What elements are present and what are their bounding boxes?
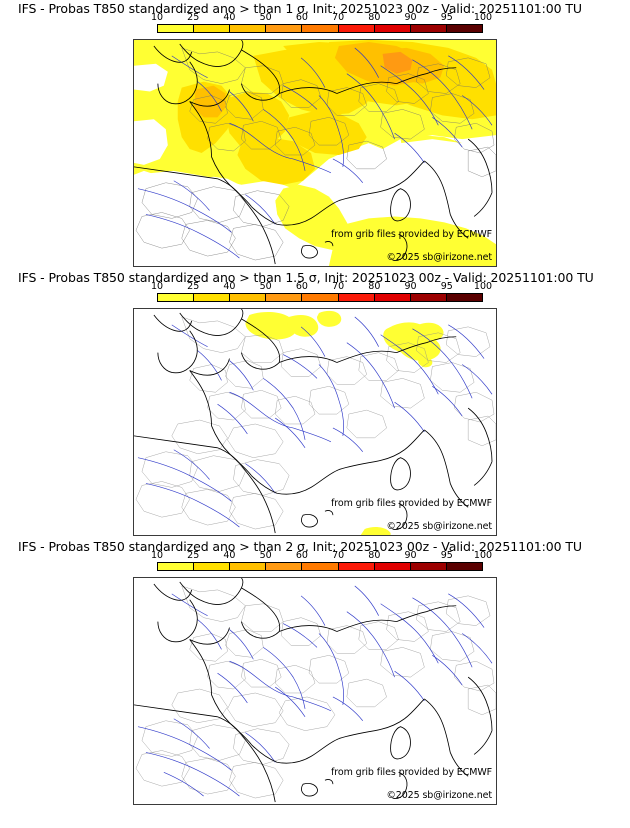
colorbar-tick-50: 50 [259,12,272,23]
forecast-panel-1-sigma: IFS - Probas T850 standardized ano > tha… [0,0,630,267]
colorbar-gradient [157,562,483,571]
colorbar-segment-8 [410,294,447,301]
colorbar-tick-80: 80 [368,12,381,23]
colorbar-segment-1 [158,25,195,32]
colorbar-tick-80: 80 [368,281,381,292]
colorbar-segment-8 [410,25,447,32]
colorbar-tick-40: 40 [223,550,236,561]
colorbar-segment-2 [194,294,231,301]
colorbar-segment-9 [446,25,482,32]
colorbar-segment-6 [338,294,375,301]
colorbar-tick-40: 40 [223,12,236,23]
colorbar-tick-100: 100 [473,281,493,292]
colorbar-segment-2 [194,25,231,32]
colorbar-tick-95: 95 [440,12,453,23]
colorbar-segment-7 [374,294,411,301]
colorbar-tick-100: 100 [473,550,493,561]
colorbar-tick-95: 95 [440,550,453,561]
map-2-sigma[interactable]: from grib files provided by ECMWF ©2025 … [133,577,497,805]
colorbar-segment-2 [194,563,231,570]
map-graphic-3 [134,578,496,804]
ecmwf-credit: from grib files provided by ECMWF [331,498,492,509]
colorbar-tick-95: 95 [440,281,453,292]
colorbar-tick-25: 25 [187,281,200,292]
colorbar-tick-25: 25 [187,12,200,23]
colorbar-tick-90: 90 [404,12,417,23]
colorbar-tick-labels: 10 25 40 50 60 70 80 90 95 100 [151,12,492,23]
colorbar-segment-4 [266,563,303,570]
forecast-panel-1p5-sigma: IFS - Probas T850 standardized ano > tha… [0,269,630,536]
colorbar-tick-60: 60 [295,12,308,23]
map-graphic-2 [134,309,496,535]
colorbar-1: 10 25 40 50 60 70 80 90 95 100 [0,12,630,39]
colorbar-segment-5 [302,294,339,301]
panel-title-row: IFS - Probas T850 standardized ano > tha… [0,538,630,555]
colorbar-tick-labels: 10 25 40 50 60 70 80 90 95 100 [151,281,492,292]
colorbar-tick-60: 60 [295,281,308,292]
ecmwf-credit: from grib files provided by ECMWF [331,767,492,778]
colorbar-tick-70: 70 [332,281,345,292]
colorbar-tick-labels: 10 25 40 50 60 70 80 90 95 100 [151,550,492,561]
colorbar-segment-6 [338,25,375,32]
colorbar-tick-25: 25 [187,550,200,561]
ecmwf-credit: from grib files provided by ECMWF [331,229,492,240]
colorbar-tick-70: 70 [332,550,345,561]
colorbar-tick-10: 10 [150,281,164,292]
colorbar-tick-10: 10 [150,12,164,23]
page-title: IFS - Probas T850 standardized ano > tha… [18,539,582,554]
colorbar-segment-1 [158,294,195,301]
colorbar-2: 10 25 40 50 60 70 80 90 95 100 [0,281,630,308]
colorbar-tick-50: 50 [259,281,272,292]
colorbar-segment-8 [410,563,447,570]
colorbar-tick-40: 40 [223,281,236,292]
colorbar-3: 10 25 40 50 60 70 80 90 95 100 [0,550,630,577]
colorbar-segment-4 [266,294,303,301]
map-1-sigma[interactable]: from grib files provided by ECMWF ©2025 … [133,39,497,267]
map-1p5-sigma[interactable]: from grib files provided by ECMWF ©2025 … [133,308,497,536]
colorbar-tick-90: 90 [404,550,417,561]
colorbar-tick-90: 90 [404,281,417,292]
colorbar-tick-70: 70 [332,12,345,23]
colorbar-gradient [157,293,483,302]
colorbar-segment-3 [230,294,267,301]
colorbar-segment-5 [302,563,339,570]
colorbar-segment-3 [230,25,267,32]
copyright-credit: ©2025 sb@irizone.net [386,521,492,532]
colorbar-tick-60: 60 [295,550,308,561]
forecast-panel-2-sigma: IFS - Probas T850 standardized ano > tha… [0,538,630,805]
colorbar-segment-5 [302,25,339,32]
panel-title-row: IFS - Probas T850 standardized ano > tha… [0,269,630,286]
copyright-credit: ©2025 sb@irizone.net [386,252,492,263]
colorbar-segment-3 [230,563,267,570]
colorbar-tick-10: 10 [150,550,164,561]
colorbar-tick-50: 50 [259,550,272,561]
colorbar-segment-9 [446,563,482,570]
colorbar-segment-6 [338,563,375,570]
copyright-credit: ©2025 sb@irizone.net [386,790,492,801]
page-title: IFS - Probas T850 standardized ano > tha… [18,270,594,285]
map-graphic-1 [134,40,496,266]
page-title: IFS - Probas T850 standardized ano > tha… [18,1,582,16]
panel-title-row: IFS - Probas T850 standardized ano > tha… [0,0,630,17]
colorbar-segment-9 [446,294,482,301]
colorbar-segment-7 [374,25,411,32]
colorbar-tick-100: 100 [473,12,493,23]
colorbar-segment-7 [374,563,411,570]
colorbar-tick-80: 80 [368,550,381,561]
colorbar-segment-1 [158,563,195,570]
colorbar-segment-4 [266,25,303,32]
colorbar-gradient [157,24,483,33]
